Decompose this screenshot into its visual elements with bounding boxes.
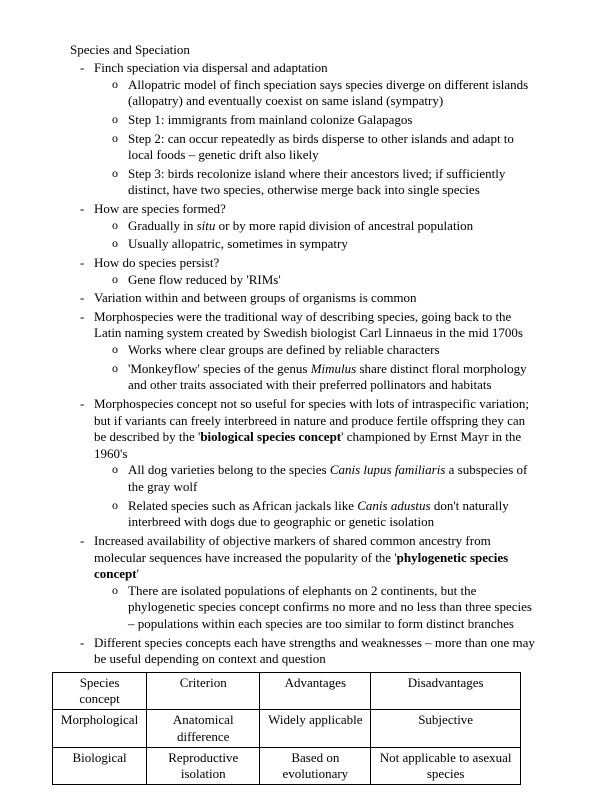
table-cell: Not applicable to asexual species bbox=[371, 747, 521, 785]
species-concepts-table: Species conceptCriterionAdvantagesDisadv… bbox=[52, 672, 521, 786]
page-title: Species and Speciation bbox=[70, 42, 539, 58]
table-header-cell: Criterion bbox=[147, 672, 260, 710]
list-item: Gradually in situ or by more rapid divis… bbox=[128, 218, 539, 235]
table-cell: Reproductive isolation bbox=[147, 747, 260, 785]
list-item: There are isolated populations of elepha… bbox=[128, 583, 539, 633]
list-item: Different species concepts each have str… bbox=[94, 635, 539, 668]
list-item: Increased availability of objective mark… bbox=[94, 533, 539, 633]
outline-list: Finch speciation via dispersal and adapt… bbox=[70, 60, 539, 668]
list-item: Finch speciation via dispersal and adapt… bbox=[94, 60, 539, 199]
table-row: MorphologicalAnatomical differenceWidely… bbox=[53, 710, 521, 748]
list-item: How are species formed?Gradually in situ… bbox=[94, 201, 539, 253]
list-item: Works where clear groups are defined by … bbox=[128, 342, 539, 359]
list-item: Morphospecies concept not so useful for … bbox=[94, 396, 539, 531]
list-item: Usually allopatric, sometimes in sympatr… bbox=[128, 236, 539, 253]
sub-list: Gene flow reduced by 'RIMs' bbox=[94, 272, 539, 289]
table-header-cell: Disadvantages bbox=[371, 672, 521, 710]
table-cell: Subjective bbox=[371, 710, 521, 748]
table-row: BiologicalReproductive isolationBased on… bbox=[53, 747, 521, 785]
list-item: Step 1: immigrants from mainland coloniz… bbox=[128, 112, 539, 129]
table-cell: Based on evolutionary bbox=[260, 747, 371, 785]
list-item: Gene flow reduced by 'RIMs' bbox=[128, 272, 539, 289]
table-cell: Morphological bbox=[53, 710, 147, 748]
list-item: Variation within and between groups of o… bbox=[94, 290, 539, 307]
table-cell: Biological bbox=[53, 747, 147, 785]
list-item: How do species persist?Gene flow reduced… bbox=[94, 255, 539, 288]
table-header-cell: Advantages bbox=[260, 672, 371, 710]
list-item: Allopatric model of finch speciation say… bbox=[128, 77, 539, 110]
sub-list: Allopatric model of finch speciation say… bbox=[94, 77, 539, 199]
list-item: Step 3: birds recolonize island where th… bbox=[128, 166, 539, 199]
table-header-cell: Species concept bbox=[53, 672, 147, 710]
list-item: Related species such as African jackals … bbox=[128, 498, 539, 531]
list-item: All dog varieties belong to the species … bbox=[128, 462, 539, 495]
list-item: Morphospecies were the traditional way o… bbox=[94, 309, 539, 394]
sub-list: All dog varieties belong to the species … bbox=[94, 462, 539, 531]
sub-list: There are isolated populations of elepha… bbox=[94, 583, 539, 633]
sub-list: Gradually in situ or by more rapid divis… bbox=[94, 218, 539, 253]
table-cell: Anatomical difference bbox=[147, 710, 260, 748]
sub-list: Works where clear groups are defined by … bbox=[94, 342, 539, 394]
list-item: 'Monkeyflow' species of the genus Mimulu… bbox=[128, 361, 539, 394]
list-item: Step 2: can occur repeatedly as birds di… bbox=[128, 131, 539, 164]
document-page: Species and Speciation Finch speciation … bbox=[0, 0, 595, 805]
table-cell: Widely applicable bbox=[260, 710, 371, 748]
